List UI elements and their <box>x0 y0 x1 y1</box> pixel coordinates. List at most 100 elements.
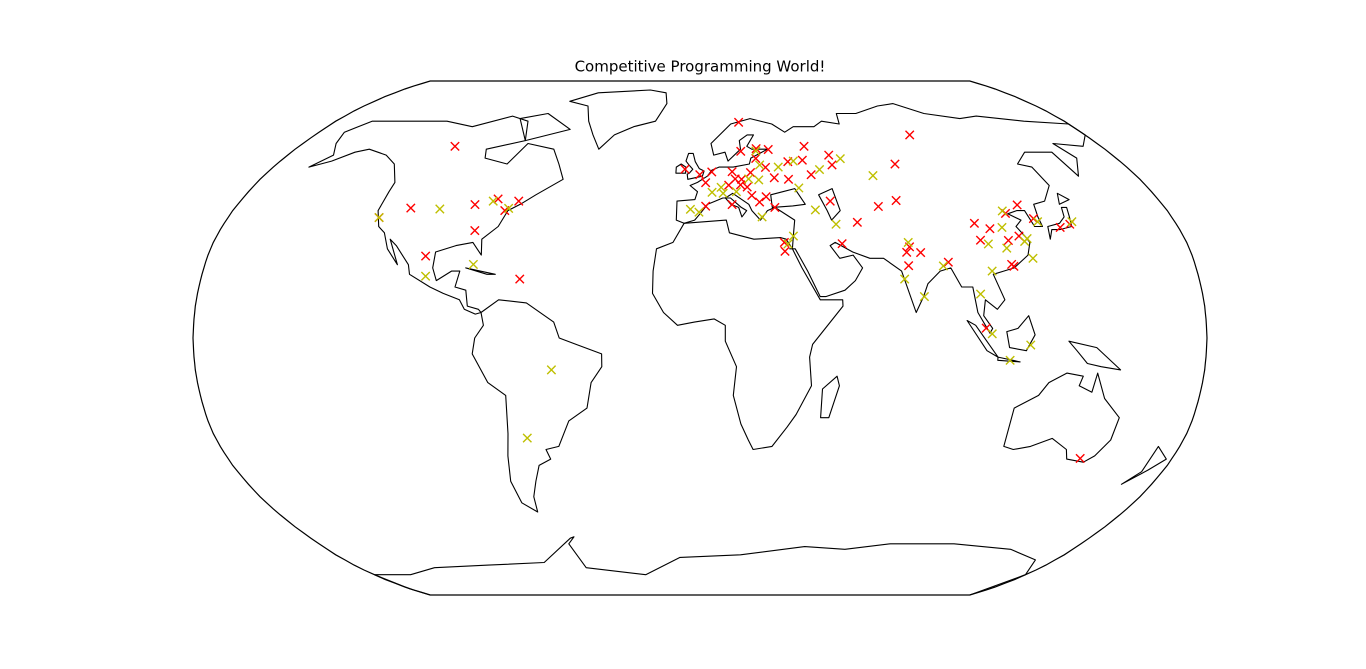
city-marker <box>760 162 771 173</box>
city-marker <box>724 180 734 190</box>
city-marker <box>987 266 997 276</box>
city-marker <box>727 166 737 177</box>
chart-title: Competitive Programming World! <box>575 58 826 76</box>
city-marker <box>727 199 737 210</box>
city-marker <box>780 246 790 257</box>
city-marker <box>546 365 557 375</box>
city-marker <box>890 159 900 169</box>
city-marker <box>770 202 780 213</box>
city-marker <box>700 178 711 188</box>
city-marker <box>680 164 690 174</box>
coastline <box>1056 192 1070 205</box>
city-marker <box>987 329 997 339</box>
coastline <box>308 115 564 315</box>
city-marker <box>783 239 793 249</box>
coastline <box>770 188 806 208</box>
coastline <box>1006 315 1036 352</box>
city-marker <box>943 257 954 267</box>
coastline <box>1068 340 1122 371</box>
city-marker <box>903 260 914 271</box>
coastline <box>373 536 1036 596</box>
city-marker <box>975 289 986 299</box>
coastline <box>519 112 571 142</box>
city-marker <box>751 146 761 156</box>
city-marker <box>1005 355 1015 366</box>
city-marker <box>837 238 847 249</box>
city-marker <box>450 141 460 152</box>
coastline <box>818 188 841 221</box>
city-marker <box>1009 261 1019 271</box>
city-marker <box>806 170 816 180</box>
city-marker <box>515 274 525 284</box>
coastline <box>1120 445 1167 485</box>
markers <box>374 117 1085 464</box>
coastline <box>651 219 844 451</box>
city-marker <box>852 217 863 228</box>
city-marker <box>735 180 746 190</box>
city-marker <box>707 167 717 177</box>
city-marker <box>969 218 980 228</box>
city-marker <box>783 174 794 184</box>
city-marker <box>975 235 986 245</box>
city-marker <box>731 187 742 197</box>
city-marker <box>514 196 524 206</box>
city-marker <box>1075 453 1085 464</box>
city-marker <box>891 195 901 206</box>
city-marker <box>835 154 845 164</box>
city-marker <box>763 144 773 155</box>
city-marker <box>997 206 1007 216</box>
city-marker <box>831 219 841 229</box>
city-marker <box>1028 253 1038 264</box>
city-marker <box>743 174 754 184</box>
city-marker <box>694 207 704 217</box>
city-marker <box>757 212 767 222</box>
city-marker <box>503 203 514 214</box>
city-marker <box>745 167 756 178</box>
city-marker <box>1067 217 1077 227</box>
city-marker <box>470 225 480 236</box>
city-marker <box>873 201 884 212</box>
city-marker <box>716 182 726 193</box>
city-marker <box>773 162 783 172</box>
city-marker <box>1019 236 1030 247</box>
city-marker <box>420 251 431 261</box>
city-marker <box>736 174 747 184</box>
city-marker <box>868 170 878 181</box>
city-marker <box>825 196 835 206</box>
city-marker <box>814 164 825 175</box>
city-marker <box>718 188 728 198</box>
city-marker <box>919 291 930 302</box>
city-marker <box>754 175 764 185</box>
city-marker <box>788 156 798 166</box>
city-marker <box>985 223 995 234</box>
city-marker <box>747 190 757 201</box>
city-marker <box>685 204 696 215</box>
city-marker <box>983 239 994 249</box>
coastline <box>569 89 668 150</box>
city-marker <box>1012 200 1022 210</box>
city-marker <box>794 183 804 193</box>
city-marker <box>420 271 431 281</box>
city-marker <box>751 153 761 164</box>
city-marker <box>997 222 1007 233</box>
city-marker <box>751 143 761 154</box>
city-marker <box>468 259 479 270</box>
coastline <box>471 299 603 513</box>
city-marker <box>905 130 915 140</box>
city-marker <box>522 433 532 443</box>
city-marker <box>736 146 746 156</box>
map-boundary <box>192 80 1208 596</box>
city-marker <box>901 247 912 257</box>
city-marker <box>899 274 910 284</box>
city-marker <box>470 199 480 210</box>
coastline <box>820 375 840 419</box>
city-marker <box>824 150 834 160</box>
city-marker <box>769 173 779 183</box>
city-marker <box>827 160 837 170</box>
city-marker <box>435 204 445 214</box>
city-marker <box>742 182 752 192</box>
city-marker <box>1002 243 1012 253</box>
